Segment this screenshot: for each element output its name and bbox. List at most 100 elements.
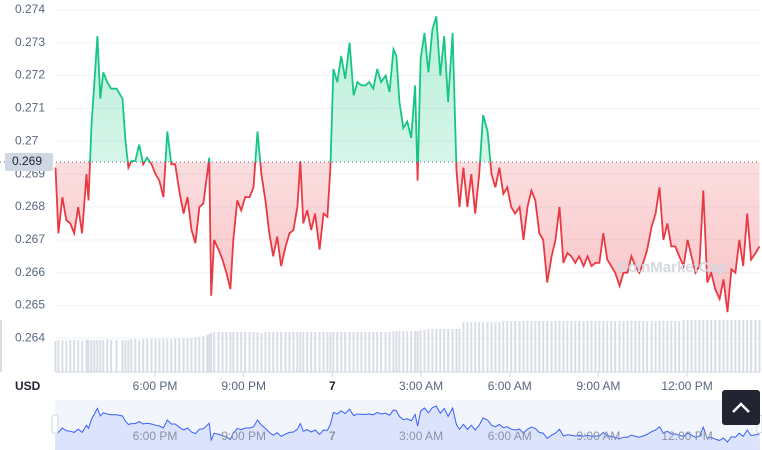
volume-bar xyxy=(730,320,733,372)
volume-bar xyxy=(54,341,57,372)
volume-bar xyxy=(690,320,693,372)
volume-bar xyxy=(674,321,677,372)
volume-bar xyxy=(110,340,113,372)
x-tick-label: 9:00 AM xyxy=(576,379,620,393)
y-tick-label: 0.27 xyxy=(15,133,39,147)
x-tick-label: 9:00 PM xyxy=(221,379,266,393)
y-tick-label: 0.264 xyxy=(15,331,45,345)
volume-bar xyxy=(626,321,629,372)
volume-bar xyxy=(482,322,485,372)
volume-bar xyxy=(372,332,375,372)
volume-bar xyxy=(232,332,235,372)
volume-bar xyxy=(376,332,379,372)
volume-bar xyxy=(416,331,419,372)
volume-bar xyxy=(618,321,621,372)
navigator-tick-label: 12:00 PM xyxy=(661,429,712,443)
volume-bar xyxy=(754,320,757,372)
volume-bar xyxy=(142,339,145,372)
volume-bar xyxy=(61,340,64,372)
navigator-tick-label: 6:00 PM xyxy=(133,429,178,443)
volume-bar xyxy=(702,320,705,372)
volume-bar xyxy=(534,321,537,372)
y-tick-label: 0.266 xyxy=(15,265,45,279)
volume-bar xyxy=(115,340,118,372)
volume-bar xyxy=(526,321,529,372)
button-bg[interactable] xyxy=(722,390,760,425)
y-tick-label: 0.271 xyxy=(15,101,45,115)
volume-bar xyxy=(606,321,609,372)
navigator-tick-label: 9:00 AM xyxy=(576,429,620,443)
volume-bar xyxy=(630,321,633,372)
volume-bar xyxy=(678,321,681,372)
volume-bar xyxy=(706,320,709,372)
volume-bar xyxy=(746,320,749,372)
watermark: CoinMarketCap xyxy=(617,259,727,276)
volume-bar xyxy=(146,339,149,372)
volume-bar xyxy=(686,320,689,372)
volume-bar xyxy=(229,332,232,372)
volume-bar xyxy=(248,332,251,372)
volume-bar xyxy=(734,320,737,372)
y-tick-label: 0.265 xyxy=(15,298,45,312)
volume-bar xyxy=(498,322,501,372)
volume-bar xyxy=(714,320,717,372)
y-tick-label: 0.267 xyxy=(15,232,45,246)
volume-bar xyxy=(314,332,317,372)
x-tick-label: 6:00 AM xyxy=(488,379,532,393)
volume-bar xyxy=(486,322,489,372)
volume-bar xyxy=(240,332,243,372)
volume-bar xyxy=(190,338,193,372)
volume-bar xyxy=(360,332,363,372)
volume-bar xyxy=(722,320,725,372)
volume-bar xyxy=(586,321,589,372)
navigator-area xyxy=(55,406,760,450)
navigator-handle-left xyxy=(51,414,59,434)
volume-bar xyxy=(208,334,211,372)
volume-bar xyxy=(388,332,391,372)
volume-bar xyxy=(154,339,157,372)
volume-bar xyxy=(268,332,271,372)
volume-bar xyxy=(634,321,637,372)
volume-bar xyxy=(380,332,383,372)
volume-bar xyxy=(614,321,617,372)
volume-bar xyxy=(718,320,721,372)
volume-bar xyxy=(654,321,657,372)
volume-bar xyxy=(288,332,291,372)
volume-bar xyxy=(127,340,130,372)
volume-bar xyxy=(162,339,165,372)
volume-bar xyxy=(310,332,313,372)
volume-bar xyxy=(451,329,454,372)
volume-bar xyxy=(558,321,561,372)
volume-bar xyxy=(384,332,387,372)
volume-bar xyxy=(124,340,127,372)
volume-bar xyxy=(302,332,305,372)
volume-bar xyxy=(478,322,481,372)
volume-bar xyxy=(439,329,442,372)
volume-bar xyxy=(610,321,613,372)
volume-bar xyxy=(57,340,60,372)
volume-bar xyxy=(236,332,239,372)
volume-bar xyxy=(726,320,729,372)
volume-bar xyxy=(578,321,581,372)
volume-bar xyxy=(252,332,255,372)
volume-bar xyxy=(87,340,90,372)
reference-label-bg xyxy=(5,152,53,171)
volume-bar xyxy=(134,339,137,372)
volume-bar xyxy=(213,332,216,372)
chevron-icon[interactable] xyxy=(732,402,750,413)
scroll-top-button[interactable] xyxy=(722,390,760,425)
volume-bar xyxy=(77,340,80,372)
volume-bar xyxy=(410,331,413,372)
volume-bar xyxy=(758,320,761,372)
volume-bar xyxy=(435,329,438,372)
volume-bar xyxy=(326,332,329,372)
volume-bar xyxy=(344,332,347,372)
volume-bar xyxy=(392,331,395,372)
volume-bar xyxy=(106,339,109,372)
volume-bar xyxy=(538,321,541,372)
volume-bar xyxy=(738,320,741,372)
x-tick-label: 12:00 PM xyxy=(661,379,712,393)
volume-bar xyxy=(368,332,371,372)
